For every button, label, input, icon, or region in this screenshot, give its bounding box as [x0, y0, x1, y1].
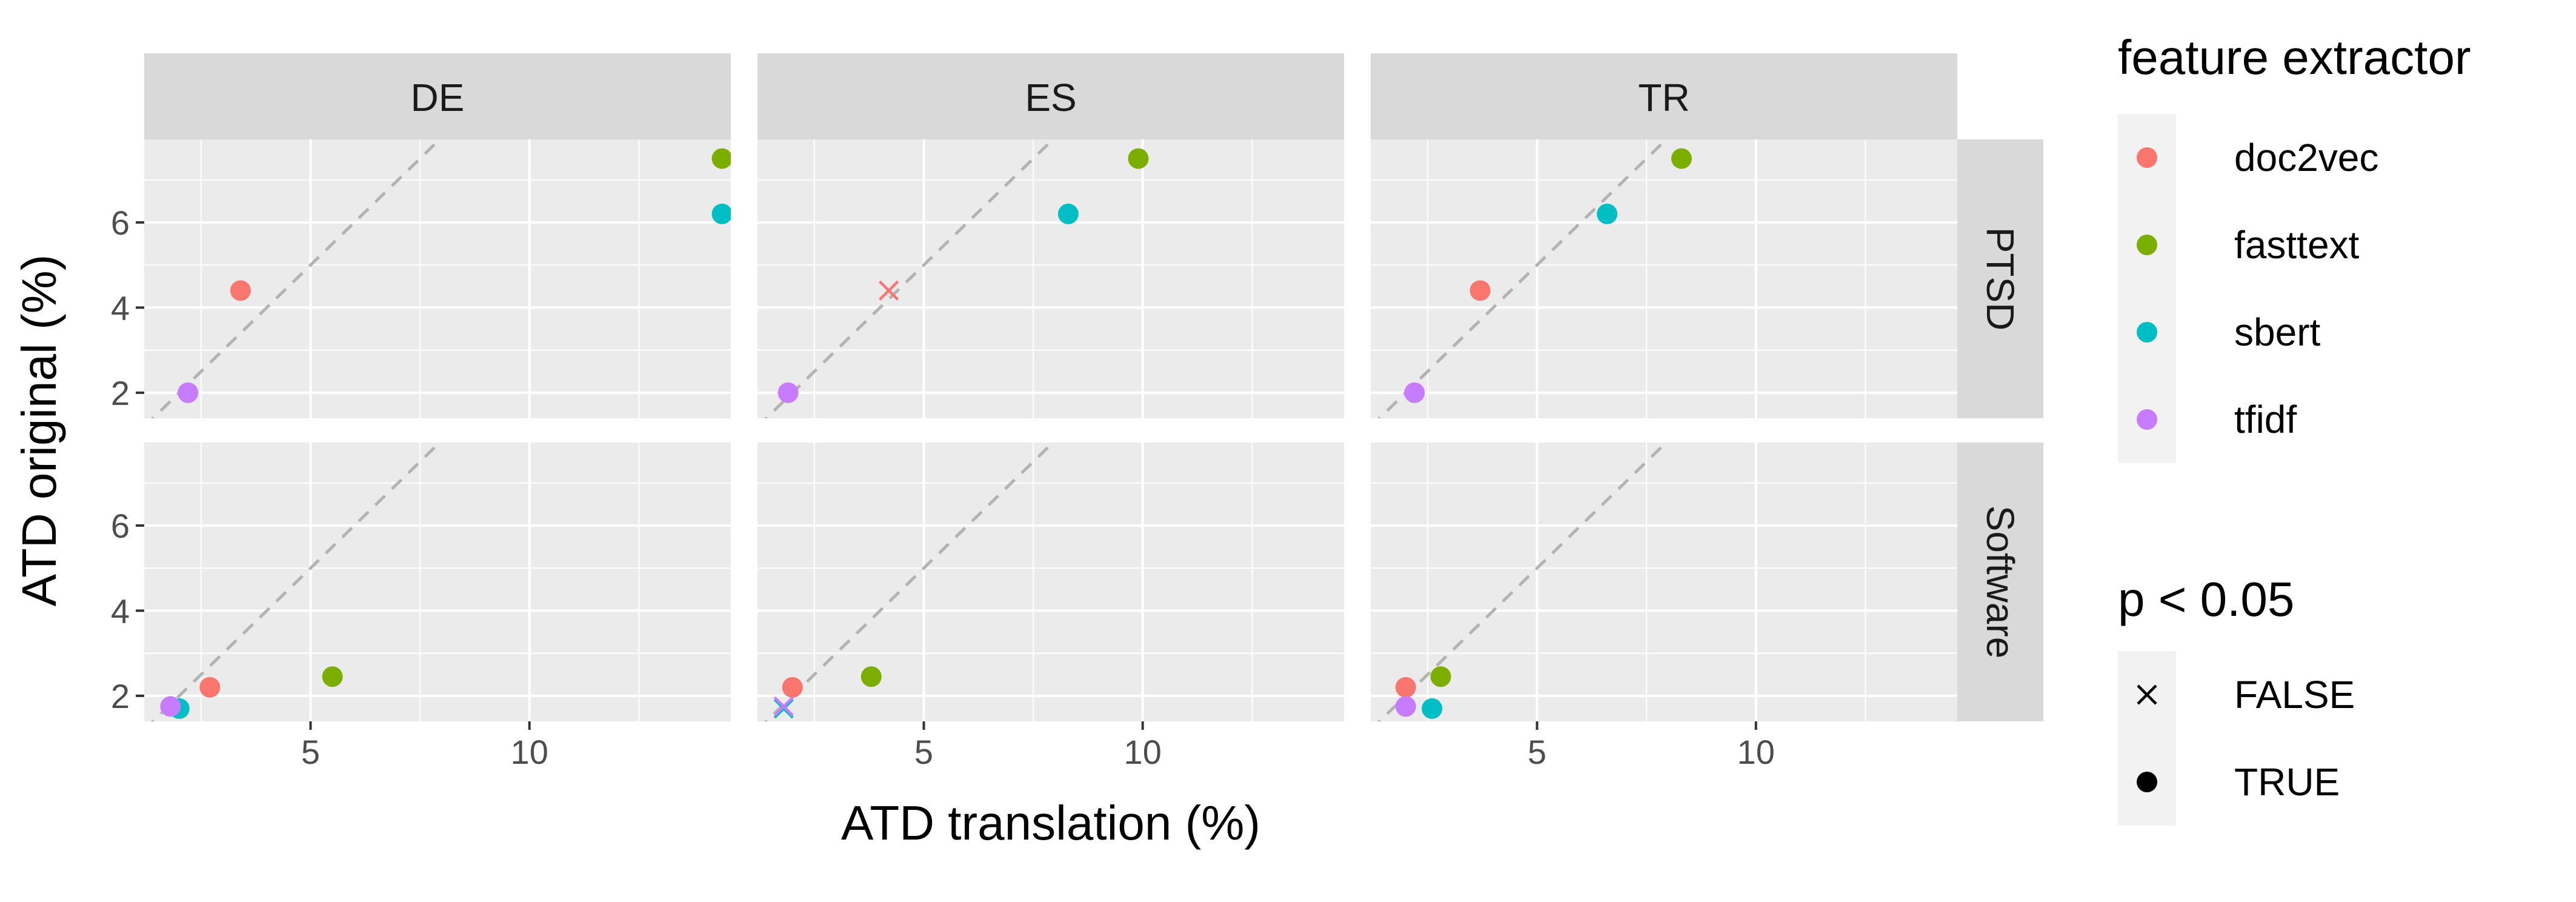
panel-background — [1371, 443, 1957, 721]
data-point-fasttext — [1671, 148, 1692, 169]
data-point-sbert — [1597, 203, 1618, 224]
data-point-tfidf — [1395, 696, 1416, 717]
data-point-fasttext — [1128, 148, 1149, 169]
data-point-tfidf — [777, 382, 799, 403]
data-point-fasttext — [860, 666, 882, 687]
legend-label: fasttext — [2234, 223, 2360, 267]
row-strip-label: Software — [1979, 506, 2022, 659]
legend-marker-circle — [2137, 772, 2157, 792]
data-point-doc2vec — [199, 676, 221, 698]
y-tick-label: 2 — [111, 677, 130, 715]
data-point-doc2vec — [782, 676, 803, 698]
data-point-tfidf — [160, 696, 181, 717]
legend-marker-doc2vec — [2137, 147, 2157, 168]
data-point-tfidf — [773, 696, 794, 717]
panel-tr-ptsd — [1371, 139, 1957, 418]
y-axis-title: ATD original (%) — [12, 255, 66, 607]
legend-marker-tfidf — [2137, 409, 2157, 430]
x-tick-label: 5 — [301, 733, 320, 771]
legend-label: doc2vec — [2234, 136, 2378, 179]
y-tick-label: 2 — [111, 374, 130, 412]
legend-label: FALSE — [2234, 673, 2355, 717]
data-point-fasttext — [711, 148, 731, 169]
panel-background — [757, 443, 1344, 721]
legend-title-shape: p < 0.05 — [2118, 572, 2294, 626]
row-strip-ptsd — [1957, 139, 2043, 418]
facet-strip-label: DE — [411, 76, 465, 119]
x-tick-label: 10 — [511, 733, 548, 771]
data-point-doc2vec — [1469, 280, 1491, 301]
panel-background — [1371, 139, 1957, 418]
legend-marker-cross — [2137, 684, 2157, 705]
facet-strip-es — [757, 53, 1344, 139]
data-point-fasttext — [1430, 666, 1451, 687]
facet-strip-label: ES — [1025, 76, 1076, 119]
data-point-sbert — [773, 698, 794, 719]
data-point-doc2vec — [1395, 676, 1416, 698]
legend-marker-sbert — [2137, 322, 2157, 342]
facet-strip-tr — [1371, 53, 1957, 139]
panel-tr-software — [1371, 443, 1957, 721]
data-point-doc2vec — [879, 280, 899, 301]
data-point-doc2vec — [230, 280, 251, 301]
legend-label: sbert — [2234, 310, 2321, 354]
y-tick-label: 6 — [111, 204, 130, 242]
panel-background — [144, 443, 731, 721]
panel-es-ptsd — [757, 139, 1344, 418]
legend-label: tfidf — [2234, 398, 2297, 441]
facet-strip-de — [144, 53, 731, 139]
data-point-sbert — [1057, 203, 1079, 224]
legend-title-color: feature extractor — [2118, 30, 2471, 84]
row-strip-software — [1957, 443, 2043, 721]
y-tick-label: 4 — [111, 592, 130, 630]
panel-es-software — [757, 443, 1344, 721]
x-axis-title: ATD translation (%) — [841, 796, 1260, 850]
data-point-fasttext — [322, 666, 343, 687]
facet-strip-label: TR — [1638, 76, 1689, 119]
panel-background — [144, 139, 731, 418]
y-tick-label: 6 — [111, 507, 130, 545]
panel-de-software — [144, 443, 731, 721]
row-strip-label: PTSD — [1979, 227, 2022, 331]
data-point-tfidf — [178, 382, 199, 403]
data-point-tfidf — [1404, 382, 1425, 403]
data-point-sbert — [711, 203, 731, 224]
panel-de-ptsd — [144, 139, 731, 418]
x-tick-label: 10 — [1737, 733, 1775, 771]
data-point-sbert — [1422, 698, 1443, 719]
x-tick-label: 5 — [1528, 733, 1546, 771]
y-tick-label: 4 — [111, 289, 130, 327]
legend-label: TRUE — [2234, 760, 2340, 804]
panel-background — [757, 139, 1344, 418]
x-tick-label: 10 — [1124, 733, 1162, 771]
legend-marker-fasttext — [2137, 235, 2157, 255]
x-tick-label: 5 — [914, 733, 933, 771]
